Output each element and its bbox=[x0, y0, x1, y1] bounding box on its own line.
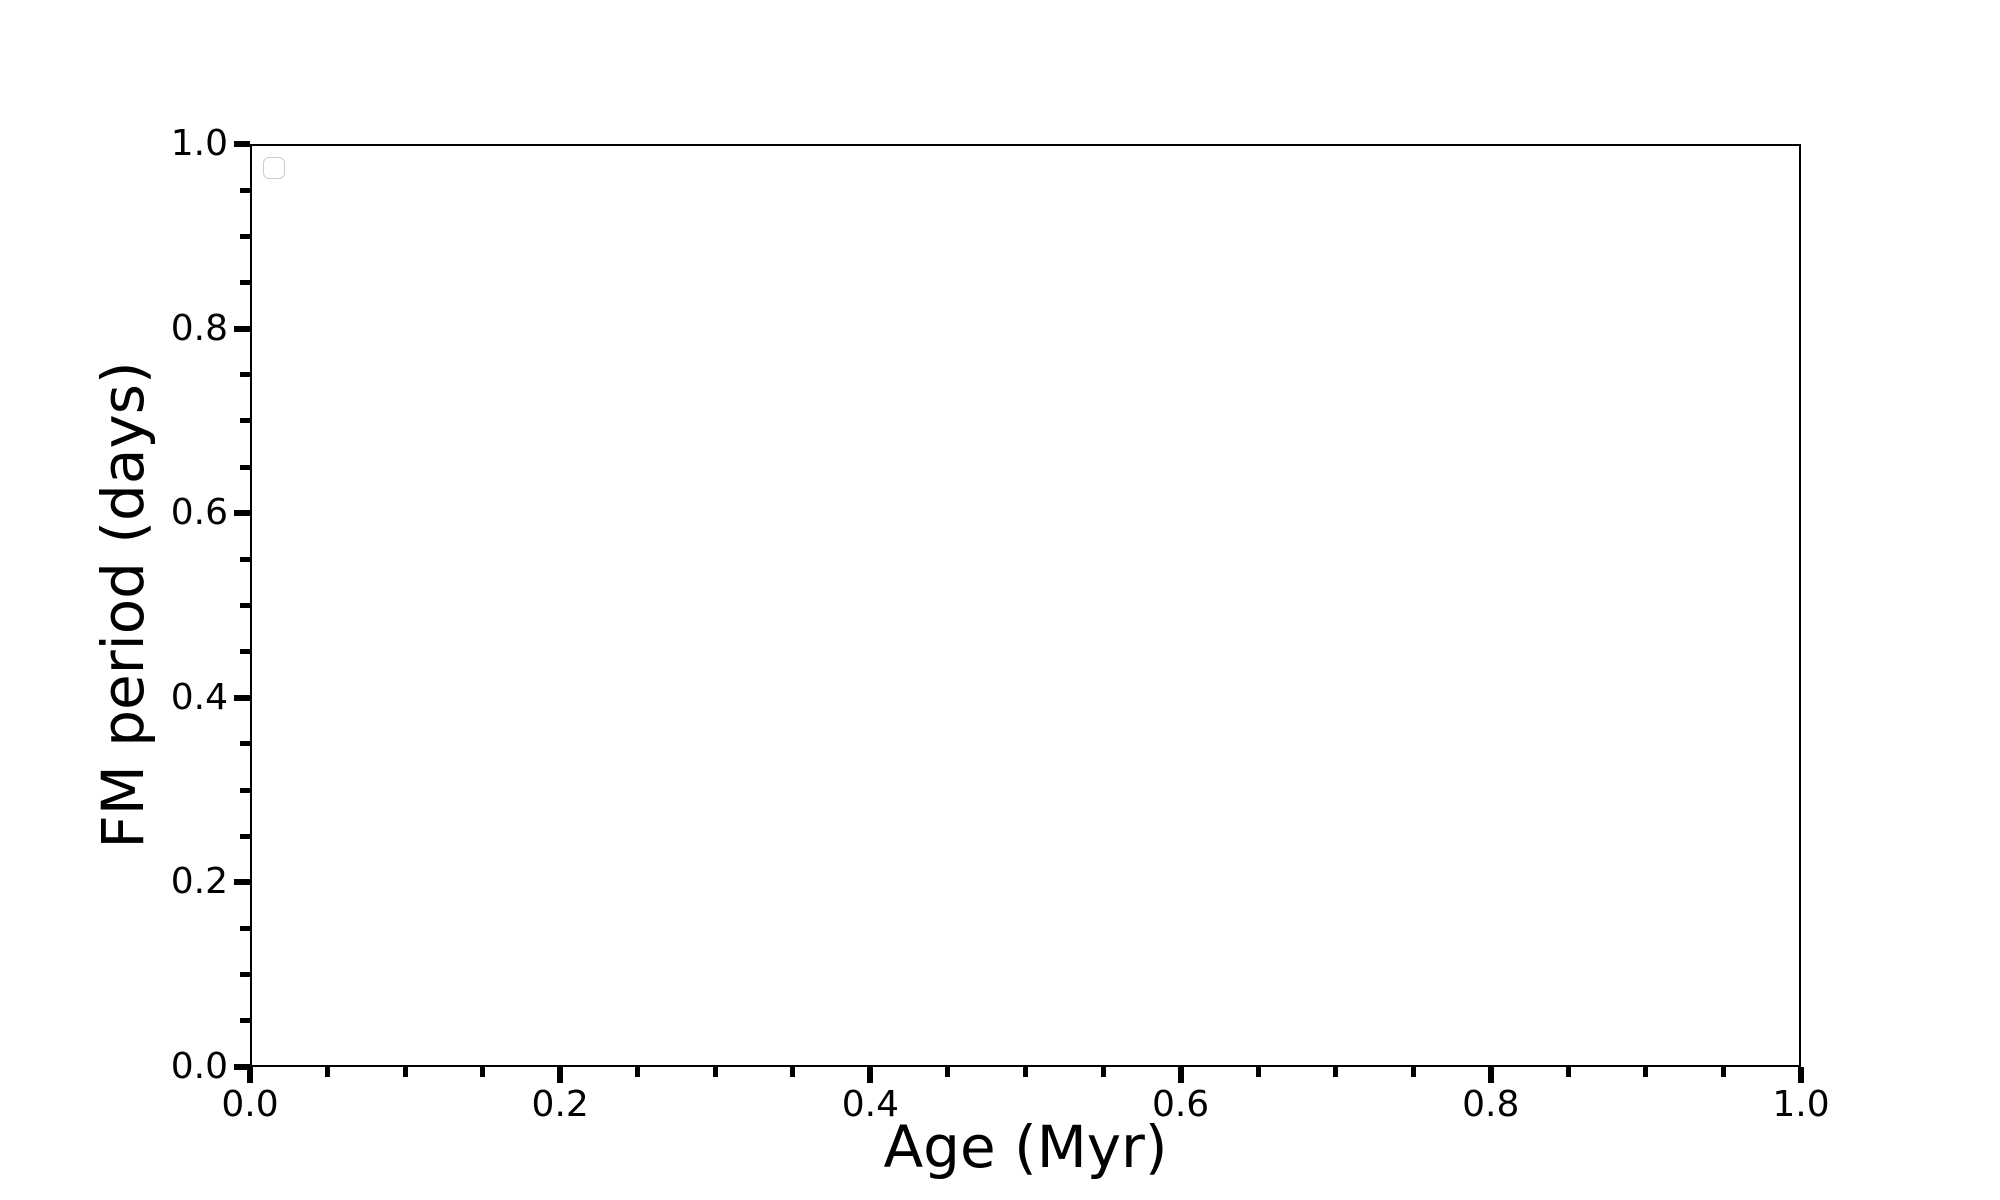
x-minor-tick bbox=[1565, 1067, 1571, 1077]
y-tick-label: 0.0 bbox=[170, 1046, 228, 1087]
y-tick-label: 0.6 bbox=[170, 492, 228, 534]
x-major-tick bbox=[557, 1067, 564, 1083]
x-minor-tick bbox=[790, 1067, 796, 1077]
x-tick-label: 0.2 bbox=[531, 1084, 589, 1125]
y-major-tick bbox=[234, 510, 250, 517]
y-tick-label: 0.2 bbox=[170, 861, 228, 903]
x-minor-tick bbox=[1720, 1067, 1726, 1077]
y-tick-label: 0.8 bbox=[170, 307, 228, 349]
legend-box bbox=[263, 157, 285, 179]
x-tick-label: 1.0 bbox=[1772, 1084, 1830, 1125]
y-minor-tick bbox=[240, 556, 250, 562]
y-major-tick bbox=[234, 141, 250, 147]
y-minor-tick bbox=[240, 787, 250, 793]
y-major-tick bbox=[234, 1064, 250, 1070]
y-tick-label: 0.4 bbox=[170, 676, 228, 718]
x-axis-label: Age (Myr) bbox=[883, 1113, 1168, 1181]
x-minor-tick bbox=[712, 1067, 718, 1077]
x-minor-tick bbox=[1023, 1067, 1028, 1077]
y-minor-tick bbox=[240, 464, 250, 470]
y-minor-tick bbox=[240, 649, 250, 655]
x-major-tick bbox=[1177, 1067, 1184, 1083]
x-major-tick bbox=[1798, 1067, 1804, 1083]
x-minor-tick bbox=[1410, 1067, 1416, 1077]
x-tick-label: 0.6 bbox=[1151, 1084, 1210, 1125]
x-major-tick bbox=[1487, 1067, 1494, 1083]
x-tick-label: 0.8 bbox=[1462, 1084, 1520, 1125]
y-minor-tick bbox=[240, 603, 250, 608]
x-minor-tick bbox=[1255, 1067, 1261, 1077]
y-minor-tick bbox=[240, 372, 250, 378]
y-minor-tick bbox=[240, 972, 250, 978]
x-major-tick bbox=[247, 1067, 253, 1083]
y-minor-tick bbox=[240, 833, 250, 839]
y-minor-tick bbox=[240, 418, 250, 424]
x-minor-tick bbox=[1333, 1067, 1339, 1077]
y-minor-tick bbox=[240, 741, 250, 747]
x-minor-tick bbox=[480, 1067, 486, 1077]
x-tick-label: 0.0 bbox=[221, 1084, 279, 1125]
x-minor-tick bbox=[325, 1067, 331, 1077]
y-major-tick bbox=[234, 325, 250, 332]
y-tick-label: 1.0 bbox=[170, 123, 228, 164]
y-minor-tick bbox=[240, 233, 250, 239]
y-major-tick bbox=[234, 879, 250, 886]
y-axis-label: FM period (days) bbox=[89, 361, 157, 849]
x-minor-tick bbox=[945, 1067, 951, 1077]
x-minor-tick bbox=[1100, 1067, 1106, 1077]
y-minor-tick bbox=[240, 279, 250, 285]
plot-area bbox=[250, 144, 1801, 1067]
y-major-tick bbox=[234, 694, 250, 701]
x-major-tick bbox=[867, 1067, 874, 1083]
x-tick-label: 0.4 bbox=[841, 1084, 900, 1125]
y-minor-tick bbox=[240, 926, 250, 932]
x-minor-tick bbox=[402, 1067, 408, 1077]
x-minor-tick bbox=[1643, 1067, 1649, 1077]
y-minor-tick bbox=[240, 187, 250, 193]
x-minor-tick bbox=[635, 1067, 641, 1077]
y-minor-tick bbox=[240, 1018, 250, 1024]
